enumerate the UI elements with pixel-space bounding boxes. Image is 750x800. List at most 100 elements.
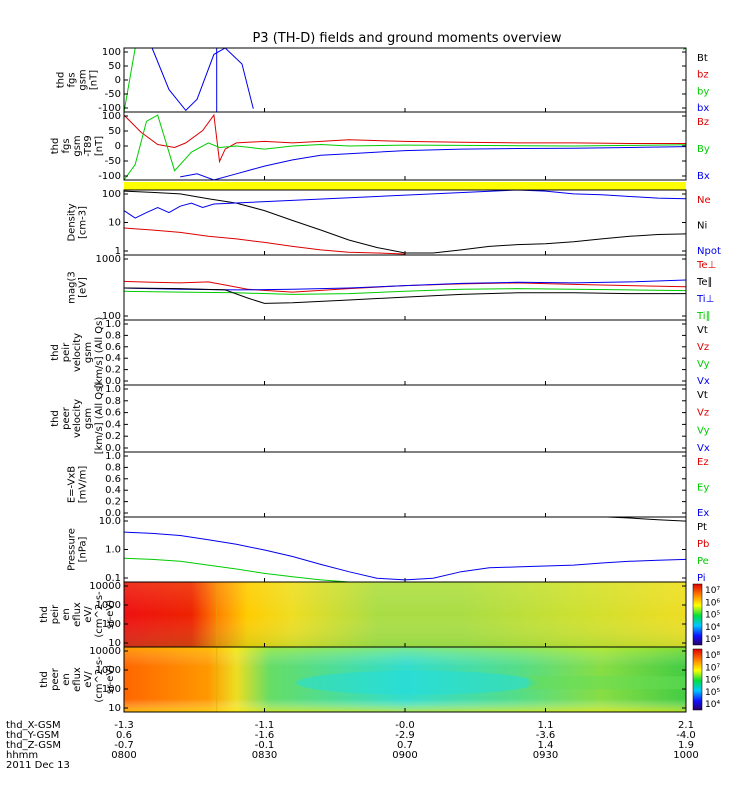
y-axis-label: thdfgsgsm-T89[nT] xyxy=(50,135,105,157)
y-tick-label: 0.0 xyxy=(105,443,121,454)
y-tick-label: 100 xyxy=(102,189,121,200)
legend-pt: Pt xyxy=(697,522,707,533)
colorbar-label: 10⁵ xyxy=(705,688,720,698)
y-axis-label-line: eV/ xyxy=(83,671,94,688)
legend-vy: Vy xyxy=(697,359,710,370)
y-tick-label: 0.8 xyxy=(105,462,121,473)
legend-pb: Pb xyxy=(697,539,709,550)
y-tick-label: 1.0 xyxy=(105,545,121,556)
y-axis-label: thdpeirenefluxeV/(cm^2-s-sr-eV) xyxy=(39,591,116,638)
y-axis-label: Pressure[nPa] xyxy=(67,528,89,571)
legend-bx: bx xyxy=(697,103,709,114)
spectrogram-band xyxy=(528,676,686,690)
ephemeris-label: hhmm xyxy=(6,750,38,761)
legend-ni: Ni xyxy=(697,221,707,232)
legend-vt: Vt xyxy=(697,325,708,336)
y-tick-label: 0.8 xyxy=(105,330,121,341)
series-pt xyxy=(607,516,687,522)
series-ti∥ xyxy=(123,288,687,295)
y-axis-label-line: [eV] xyxy=(78,277,89,298)
y-axis-label-line: (cm^2-s- xyxy=(94,591,105,638)
legend-pi: Pi xyxy=(697,573,706,584)
y-tick-label: 100 xyxy=(102,311,121,322)
panel-frame xyxy=(123,189,687,256)
ephemeris-value: -4.0 xyxy=(676,730,696,741)
legend-ex: Ex xyxy=(697,508,709,519)
y-axis-label-line: peer xyxy=(50,667,61,691)
spectrogram-core xyxy=(296,670,537,695)
ephemeris-value: -1.3 xyxy=(114,720,134,731)
panel-frame xyxy=(123,47,687,113)
y-tick-label: 0 xyxy=(115,75,121,86)
y-tick-label: 0.6 xyxy=(105,474,121,485)
y-tick-label: 1000 xyxy=(96,665,121,676)
y-axis-label-line: mag(3 xyxy=(67,271,78,303)
legend-bt: Bt xyxy=(697,53,708,64)
series-bz xyxy=(123,113,686,164)
legend-ti⊥: Ti⊥ xyxy=(696,294,714,305)
legend-bx: Bx xyxy=(697,171,710,182)
y-axis-label-line: en xyxy=(61,673,72,686)
y-axis-label-line: thd xyxy=(39,606,50,623)
series-ni xyxy=(123,190,687,254)
ephemeris-value: 1.4 xyxy=(538,740,554,751)
date-label: 2011 Dec 13 xyxy=(6,760,70,771)
panel-fgs_t89: 100 50 0 -50 -100 thdfgsgsm-T89[nT] Bz By Bx xyxy=(50,111,710,182)
y-axis-label: thdpeervelocitygsm[km/s] (All Qs) xyxy=(50,383,105,455)
panel-frame xyxy=(123,319,687,386)
panel-frame xyxy=(123,254,687,321)
chart-title: P3 (TH-D) fields and ground moments over… xyxy=(252,31,561,46)
y-axis-label-line: sr-eV) xyxy=(105,665,116,694)
legend-ey: Ey xyxy=(697,483,709,494)
panel-efield: 1.00.80.60.40.20.0 E=-VxB[mV/m] Ez Ey Ex xyxy=(67,451,710,519)
y-tick-label: 100 xyxy=(102,111,121,122)
y-tick-label: 1000 xyxy=(96,254,121,265)
y-tick-label: 50 xyxy=(108,126,121,137)
y-axis-label-line: thd xyxy=(50,410,61,427)
colorbar-label: 10⁴ xyxy=(705,623,720,633)
legend-by: By xyxy=(697,144,710,155)
panel-frame xyxy=(123,516,687,583)
ephemeris-value: 0.6 xyxy=(116,730,132,741)
ephemeris-value: -1.6 xyxy=(255,730,275,741)
y-tick-label: 1.0 xyxy=(105,319,121,330)
y-tick-label: -100 xyxy=(98,171,121,182)
y-axis-label-line: velocity xyxy=(72,399,83,438)
ephemeris-value: 0900 xyxy=(392,750,417,761)
y-tick-label: 100 xyxy=(102,684,121,695)
flag-bar xyxy=(124,182,686,190)
ephemeris-label: thd_X-GSM xyxy=(6,720,61,731)
ephemeris-value: 0830 xyxy=(252,750,277,761)
y-tick-label: 0.6 xyxy=(105,342,121,353)
ephemeris-value: -0.0 xyxy=(395,720,415,731)
ephemeris-label: thd_Z-GSM xyxy=(6,740,61,751)
y-tick-label: 0.4 xyxy=(105,353,121,364)
legend-by: by xyxy=(697,86,709,97)
panel-ion_vel: 1.00.80.60.40.20.0thdpeirvelocitygsm[km/… xyxy=(50,317,710,389)
y-axis-label-line: gsm xyxy=(72,135,83,156)
y-axis-label: Density[cm-3] xyxy=(67,203,89,241)
panel-fgs: 100 50 0 -50 -100 thdfgsgsm[nT] Bt bz by bx xyxy=(56,47,710,114)
y-tick-label: 0.1 xyxy=(105,573,121,584)
y-axis-label-line: [nT] xyxy=(94,136,105,156)
y-axis-label-line: [cm-3] xyxy=(78,206,89,239)
y-axis-label-line: [km/s] (All Qs) xyxy=(94,317,105,389)
y-axis-label-line: Pressure xyxy=(67,528,78,571)
y-tick-label: 0.2 xyxy=(105,365,121,376)
ephemeris-value: -0.7 xyxy=(114,740,134,751)
y-tick-label: 1 xyxy=(115,246,121,257)
y-axis-label-line: gsm xyxy=(83,342,94,363)
ephemeris-label: thd_Y-GSM xyxy=(6,730,59,741)
y-tick-label: 0.2 xyxy=(105,431,121,442)
y-axis-label-line: gsm xyxy=(83,408,94,429)
y-tick-label: 100 xyxy=(102,619,121,630)
legend-pe: Pe xyxy=(697,556,709,567)
legend-vz: Vz xyxy=(697,408,709,419)
y-tick-label: 0.2 xyxy=(105,497,121,508)
panel-frame xyxy=(123,451,687,518)
y-axis-label: thdpeirvelocitygsm[km/s] (All Qs) xyxy=(50,317,105,389)
y-axis-label-line: [nPa] xyxy=(78,536,89,562)
ephemeris-value: -1.1 xyxy=(255,720,275,731)
y-axis-label-line: thd xyxy=(56,72,67,89)
